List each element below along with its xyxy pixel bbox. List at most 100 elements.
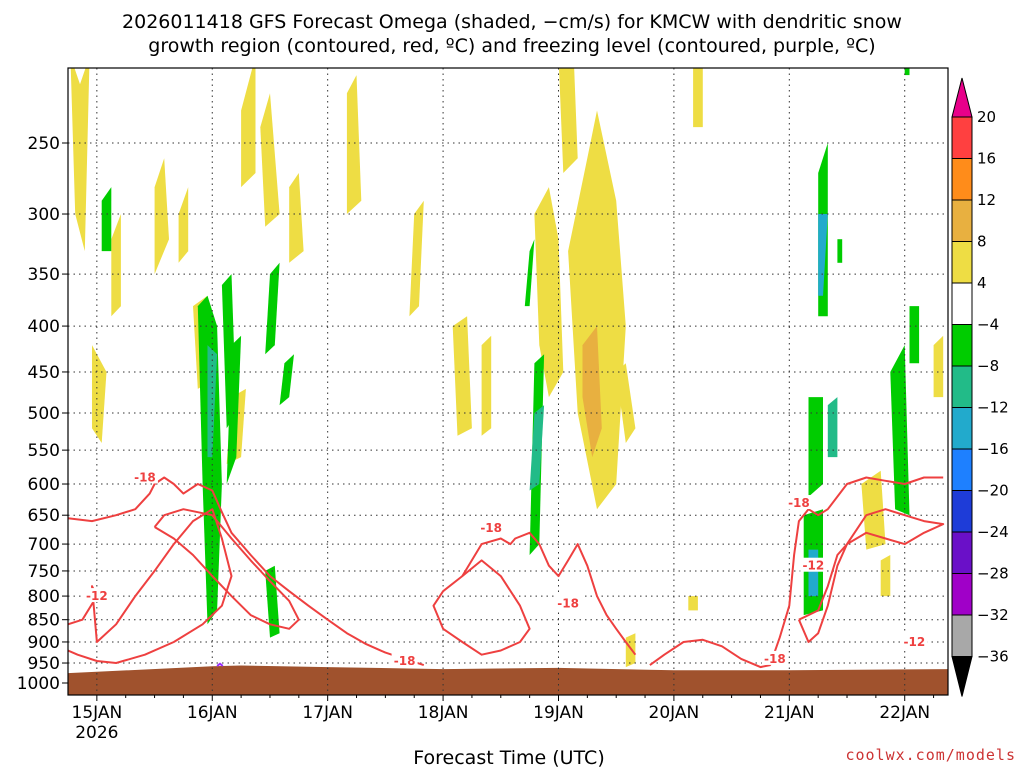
- contour-label-bg: [901, 633, 928, 648]
- colorbar-label: −8: [977, 357, 999, 375]
- colorbar-label: −12: [977, 399, 1009, 417]
- colorbar-label: 12: [977, 191, 996, 209]
- contour-label-bg: [555, 595, 582, 610]
- y-axis: 2503003504004505005506006507007508008509…: [17, 134, 68, 694]
- x-tick-label: 21JAN: [764, 703, 815, 723]
- colorbar-label: −16: [977, 440, 1009, 458]
- y-tick-label: 950: [28, 654, 60, 674]
- omega-region-rise-c4: [616, 363, 636, 443]
- contour-label-bg: [761, 650, 788, 665]
- x-tick-label: 17JAN: [302, 703, 353, 723]
- contour-label: -12: [903, 635, 925, 649]
- x-tick-label: 18JAN: [418, 703, 469, 723]
- omega-region-rise-c1: [534, 187, 564, 398]
- freezing-contour-layer: [216, 662, 224, 667]
- dgz-contour-layer: [68, 476, 945, 669]
- contour-label-bg: [83, 588, 110, 603]
- y-tick-label: 650: [28, 506, 60, 526]
- omega-region-rise-a5: [260, 93, 280, 227]
- contour-dgz-minus18-Abox: [153, 508, 300, 630]
- colorbar-box: [951, 573, 973, 616]
- contour-freezing-0C: [216, 662, 224, 667]
- contour-dgz-minus12-A: [68, 508, 233, 664]
- contour-label-bg: [391, 652, 418, 667]
- contour-label: -18: [788, 496, 810, 510]
- colorbar-box: [951, 158, 973, 201]
- x-tick-label: 19JAN: [533, 703, 584, 723]
- omega-region-sink-d5: [837, 239, 843, 263]
- colorbar-box: [951, 282, 973, 325]
- omega-region-rise-c-core: [582, 326, 602, 458]
- contour-label: -18: [480, 521, 502, 535]
- y-tick-label: 400: [28, 317, 60, 337]
- colorbar-label: −20: [977, 482, 1009, 500]
- y-tick-label: 800: [28, 587, 60, 607]
- omega-region-rise-c3: [558, 68, 578, 173]
- omega-region-rise-b4: [481, 335, 492, 436]
- omega-region-sink-a5: [279, 354, 294, 406]
- colorbar-label: 20: [977, 108, 996, 126]
- colorbar-label: 8: [977, 233, 987, 251]
- omega-region-rise-b3: [452, 316, 472, 436]
- y-tick-label: 550: [28, 441, 60, 461]
- colorbar-label: −36: [977, 648, 1009, 666]
- contour-dgz-minus18-Bbox: [432, 559, 531, 656]
- omega-region-rise-a2: [154, 158, 169, 275]
- y-tick-label: 700: [28, 535, 60, 555]
- credit-text: coolwx.com/models: [845, 746, 1016, 764]
- contour-label: -18: [764, 652, 786, 666]
- x-tick-label: 22JAN: [879, 703, 930, 723]
- ground-layer: [68, 665, 948, 695]
- omega-region-rise-a1: [111, 214, 121, 317]
- contour-label-layer: -18 -12 -18 -18 -18 -18 -18 -12 -12: [83, 469, 928, 668]
- y-tick-label: 600: [28, 475, 60, 495]
- omega-region-sink-d4-core: [808, 549, 819, 597]
- y-tick-label: 900: [28, 633, 60, 653]
- y-tick-label: 350: [28, 265, 60, 285]
- y-tick-label: 850: [28, 611, 60, 631]
- omega-region-rise-a3: [178, 187, 189, 263]
- contour-label: -18: [557, 596, 579, 610]
- colorbar-box: [951, 531, 973, 574]
- colorbar-label: −32: [977, 606, 1009, 624]
- x-tick-label: 16JAN: [187, 703, 238, 723]
- omega-region-sink-d1-core: [818, 214, 828, 296]
- omega-region-rise-a6: [289, 173, 304, 263]
- omega-region-rise-d1: [861, 470, 886, 550]
- colorbar-top-arrow: [951, 77, 973, 118]
- colorbar-label: 4: [977, 274, 987, 292]
- contour-label-bg: [785, 495, 812, 510]
- colorbar-bottom-arrow: [951, 656, 973, 697]
- colorbar-box: [951, 241, 973, 284]
- colorbar-box: [951, 614, 973, 657]
- omega-region-rise-a4: [241, 68, 256, 188]
- colorbar-label: −4: [977, 316, 999, 334]
- contour-label-bg: [800, 557, 827, 572]
- contour-label: -18: [134, 470, 156, 484]
- omega-region-sink-d8: [904, 68, 910, 76]
- omega-region-rise-c6: [688, 596, 698, 611]
- omega-shading-layer: [70, 68, 944, 668]
- omega-region-rise-b1: [346, 75, 362, 214]
- x-tick-label: 20JAN: [649, 703, 700, 723]
- x-tick-sublabel: 2026: [75, 723, 118, 743]
- omega-region-rise-c7: [693, 68, 703, 128]
- omega-region-sink-d7: [909, 306, 920, 364]
- omega-region-sink-a7: [101, 187, 112, 252]
- contour-label: -18: [394, 654, 416, 668]
- omega-region-rise-c5: [625, 633, 636, 668]
- contour-dgz-minus18-C: [649, 476, 944, 669]
- y-tick-label: 250: [28, 134, 60, 154]
- contour-dgz-minus18-A: [68, 476, 425, 667]
- y-tick-label: 450: [28, 363, 60, 383]
- omega-region-sink-a1: [197, 295, 222, 625]
- x-axis-label: Forecast Time (UTC): [413, 747, 604, 768]
- omega-region-sink-a6: [265, 262, 280, 355]
- omega-region-sink-b2: [524, 239, 535, 307]
- omega-region-sink-a3: [226, 335, 242, 484]
- y-tick-label: 300: [28, 205, 60, 225]
- colorbar: 20 16 12 8 4 −4 −8 −12 −16 −20 −24 −28 −32 −36: [951, 77, 1009, 697]
- chart-title-line1: 2026011418 GFS Forecast Omega (shaded, −…: [122, 11, 902, 33]
- omega-region-sink-a4: [265, 565, 280, 638]
